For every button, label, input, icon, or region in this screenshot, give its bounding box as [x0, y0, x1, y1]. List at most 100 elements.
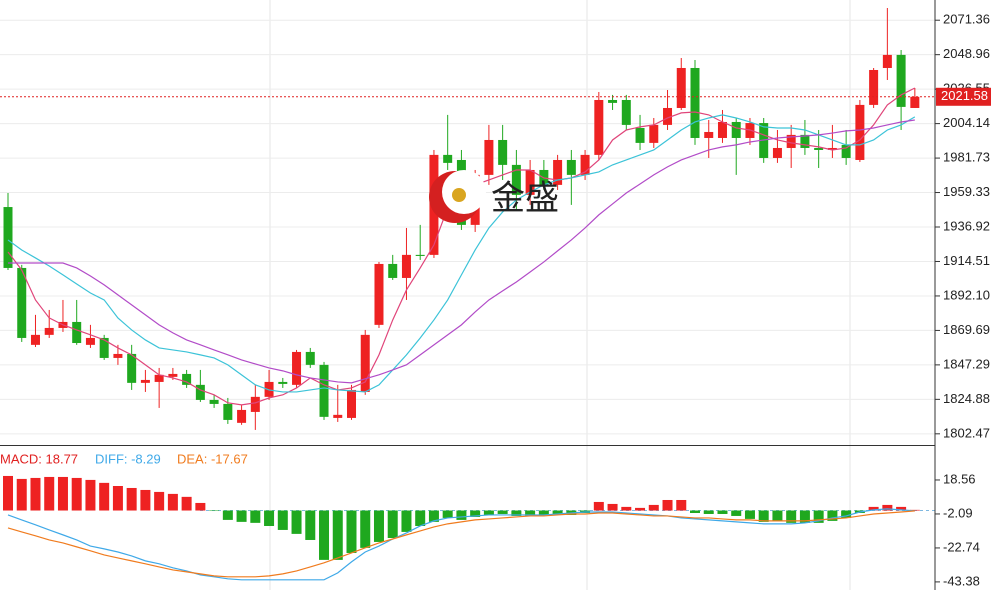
candle-body: [498, 139, 508, 165]
watermark: 金盛: [429, 170, 559, 223]
macd-bar: [442, 510, 453, 518]
candle-body: [113, 353, 123, 358]
macd-bar: [387, 510, 398, 538]
macd-bar: [30, 477, 41, 511]
candle-body: [374, 263, 384, 325]
macd-bar: [126, 487, 137, 511]
plot-layer: 2071.362048.962026.552004.141981.731959.…: [0, 7, 991, 588]
indicator-line: [7, 510, 915, 578]
candle-body: [649, 124, 659, 143]
candle-body: [882, 54, 892, 68]
macd-bar: [71, 477, 82, 511]
macd-bar: [538, 510, 549, 515]
y-tick-label: 1936.92: [943, 218, 990, 233]
candle-body: [786, 134, 796, 148]
macd-bar: [360, 510, 371, 548]
macd-bar: [813, 510, 824, 523]
macd-bar: [319, 510, 330, 560]
legend-entry: MACD: 18.77: [0, 451, 78, 466]
candle-body: [44, 327, 54, 335]
candle-body: [484, 139, 494, 175]
y-tick-label: -43.38: [943, 573, 980, 588]
candle-body: [360, 334, 370, 392]
candle-body: [566, 159, 576, 175]
logo-dot: [452, 188, 466, 202]
candle-body: [401, 254, 411, 278]
macd-bar: [470, 510, 481, 517]
macd-bar: [772, 510, 783, 521]
macd-bar: [758, 510, 769, 522]
candle-body: [676, 67, 686, 108]
macd-bar: [593, 501, 604, 511]
candle-body: [319, 364, 329, 417]
macd-bar: [717, 510, 728, 514]
candle-body: [347, 389, 356, 418]
macd-bar: [305, 510, 316, 540]
macd-bar: [16, 478, 27, 511]
legend-entry: DIFF: -8.29: [95, 451, 161, 466]
candle-body: [827, 147, 837, 150]
macd-bar: [85, 479, 96, 511]
macd-bar: [456, 510, 467, 520]
macd-bar: [525, 510, 536, 516]
candle-body: [704, 131, 714, 138]
macd-bar: [676, 499, 687, 511]
macd-bar: [428, 510, 439, 522]
candle-body: [553, 159, 563, 185]
candle-body: [30, 334, 40, 345]
y-tick-label: 1869.69: [943, 322, 990, 337]
candle-body: [168, 373, 178, 377]
candle-body: [663, 107, 673, 125]
macd-bar: [415, 510, 426, 526]
macd-bar: [662, 499, 673, 511]
macd-bar: [648, 504, 659, 511]
macd-bar: [552, 510, 563, 514]
candle-body: [731, 121, 741, 138]
candle-body: [237, 409, 247, 423]
y-tick-label: -2.09: [943, 505, 973, 520]
candle-body: [580, 154, 590, 175]
macd-bar: [181, 496, 192, 511]
y-tick-label: 1824.88: [943, 391, 990, 406]
candle-body: [690, 67, 700, 138]
candle-body: [182, 373, 192, 385]
candle-body: [896, 54, 906, 107]
candle-body: [195, 384, 205, 400]
candle-body: [525, 169, 535, 195]
macd-bar: [744, 510, 755, 519]
candle-body: [3, 207, 13, 268]
candle-body: [333, 414, 343, 418]
macd-bar: [44, 476, 55, 511]
macd-bar: [373, 510, 384, 542]
macd-bar: [112, 486, 123, 511]
y-tick-label: 1959.33: [943, 184, 990, 199]
candle-body: [594, 99, 604, 155]
macd-bar: [250, 510, 261, 523]
y-tick-label: 18.56: [943, 471, 976, 486]
candle-body: [443, 154, 453, 163]
y-tick-label: 1914.51: [943, 253, 990, 268]
candle-body: [223, 403, 233, 420]
candle-body: [305, 351, 315, 365]
candle-body: [17, 267, 27, 338]
y-tick-label: 1847.29: [943, 356, 990, 371]
macd-bar: [483, 510, 494, 515]
macd-bar: [401, 510, 412, 532]
candle-body: [608, 99, 618, 103]
candle-body: [841, 144, 851, 158]
y-tick-label: 2048.96: [943, 46, 990, 61]
macd-bar: [882, 504, 893, 511]
candle-body: [814, 147, 824, 150]
candle-body: [250, 396, 260, 412]
last-price-box: [936, 87, 991, 106]
macd-bar: [841, 510, 852, 518]
macd-bar: [703, 510, 714, 514]
candle-body: [140, 379, 150, 383]
indicator-line: [7, 87, 916, 406]
macd-bar: [896, 506, 907, 511]
indicator-line: [7, 508, 915, 581]
y-tick-label: 1802.47: [943, 425, 990, 440]
macd-bar: [690, 510, 700, 513]
candle-body: [910, 96, 920, 108]
macd-bar: [731, 510, 742, 516]
